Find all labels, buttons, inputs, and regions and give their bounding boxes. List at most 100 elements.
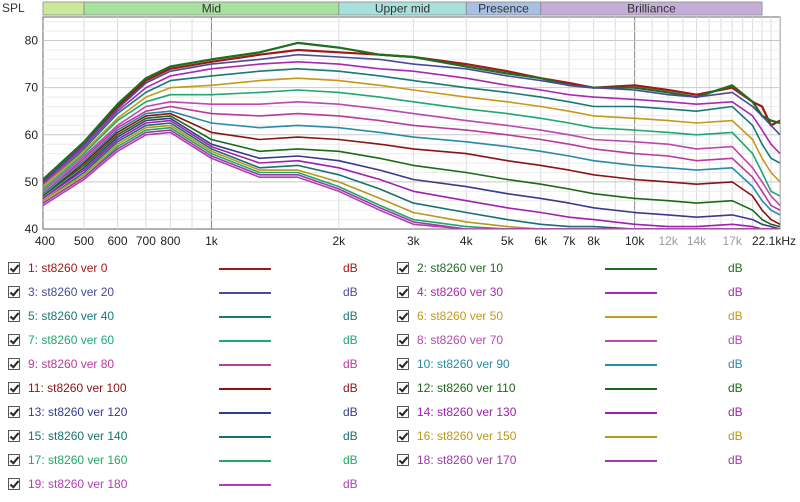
- legend-series-name: 16: st8260 ver 150: [417, 429, 517, 443]
- legend-line-swatch: [605, 388, 657, 390]
- series-visibility-checkbox[interactable]: [397, 262, 409, 274]
- series-line-11: [43, 112, 780, 226]
- legend-item: 18: st8260 ver 170 dB: [397, 450, 767, 472]
- x-tick-label: 400: [35, 234, 55, 248]
- legend-line-swatch: [605, 268, 657, 270]
- y-tick-labels: 40 50 60 70 80: [25, 34, 39, 236]
- x-tick-label: 500: [74, 234, 94, 248]
- series-line-12: [43, 115, 780, 228]
- legend-line-swatch: [219, 460, 271, 462]
- series-line-19: [43, 131, 780, 229]
- x-tick-label: 5k: [501, 234, 515, 248]
- band-label: Brilliance: [627, 2, 676, 16]
- series-lines: [43, 41, 780, 229]
- legend-item: 15: st8260 ver 140 dB: [8, 426, 378, 448]
- series-line-3: [43, 53, 780, 183]
- series-visibility-checkbox[interactable]: [8, 262, 20, 274]
- y-tick-label: 70: [25, 81, 39, 95]
- series-visibility-checkbox[interactable]: [397, 286, 409, 298]
- band-label: Presence: [478, 2, 529, 16]
- x-tick-label: 4k: [460, 234, 474, 248]
- legend-series-name: 19: st8260 ver 180: [28, 477, 128, 491]
- band-4: [540, 1, 763, 16]
- legend-unit: dB: [343, 285, 358, 299]
- legend-line-swatch: [219, 388, 271, 390]
- x-tick-label: 22.1kHz: [752, 234, 796, 248]
- legend-line-swatch: [219, 268, 271, 270]
- x-tick-labels: 400 500 600 700 800 1k 2k 3k 4k 5k 6k 7k 8k 10k 12k 14k…: [35, 234, 796, 248]
- legend-line-swatch: [605, 364, 657, 366]
- legend-line-swatch: [219, 292, 271, 294]
- series-visibility-checkbox[interactable]: [397, 334, 409, 346]
- series-visibility-checkbox[interactable]: [397, 454, 409, 466]
- legend-line-swatch: [605, 436, 657, 438]
- legend-line-swatch: [219, 436, 271, 438]
- legend-unit: dB: [728, 429, 743, 443]
- legend-line-swatch: [219, 316, 271, 318]
- series-visibility-checkbox[interactable]: [397, 358, 409, 370]
- x-tick-label: 600: [108, 234, 128, 248]
- legend-series-name: 14: st8260 ver 130: [417, 405, 517, 419]
- band-label: Upper mid: [375, 2, 430, 16]
- series-line-10: [43, 110, 780, 216]
- legend-line-swatch: [605, 340, 657, 342]
- series-line-6: [43, 77, 780, 188]
- series-visibility-checkbox[interactable]: [8, 454, 20, 466]
- y-axis-label: SPL: [2, 1, 25, 15]
- legend-unit: dB: [343, 357, 358, 371]
- legend-line-swatch: [219, 412, 271, 414]
- legend-unit: dB: [728, 261, 743, 275]
- series-line-2: [43, 41, 780, 181]
- legend-line-swatch: [605, 316, 657, 318]
- legend-unit: dB: [728, 405, 743, 419]
- series-line-7: [43, 89, 780, 197]
- legend-item: 14: st8260 ver 130 dB: [397, 402, 767, 424]
- frequency-response-chart: SPL Mid Upper mid Presence Brilliance 40 50 6…: [2, 1, 796, 248]
- legend-series-name: 13: st8260 ver 120: [28, 405, 128, 419]
- series-visibility-checkbox[interactable]: [8, 382, 20, 394]
- series-visibility-checkbox[interactable]: [397, 430, 409, 442]
- x-tick-label: 8k: [587, 234, 601, 248]
- series-visibility-checkbox[interactable]: [397, 310, 409, 322]
- legend-series-name: 9: st8260 ver 80: [28, 357, 115, 371]
- series-line-14: [43, 119, 780, 229]
- legend-series-name: 15: st8260 ver 140: [28, 429, 128, 443]
- series-visibility-checkbox[interactable]: [8, 358, 20, 370]
- y-tick-label: 40: [25, 222, 39, 236]
- y-tick-label: 60: [25, 128, 39, 142]
- series-visibility-checkbox[interactable]: [8, 406, 20, 418]
- series-line-17: [43, 126, 780, 229]
- series-visibility-checkbox[interactable]: [8, 334, 20, 346]
- legend-series-name: 1: st8260 ver 0: [28, 261, 108, 275]
- series-visibility-checkbox[interactable]: [8, 478, 20, 490]
- legend-item: 1: st8260 ver 0 dB: [8, 258, 378, 280]
- series-line-13: [43, 117, 780, 229]
- series-visibility-checkbox[interactable]: [8, 430, 20, 442]
- series-line-9: [43, 105, 780, 211]
- series-visibility-checkbox[interactable]: [8, 286, 20, 298]
- legend: 1: st8260 ver 0 dB 2: st8260 ver 10 dB 3: st…: [0, 258, 800, 502]
- x-tick-label: 700: [136, 234, 156, 248]
- series-visibility-checkbox[interactable]: [8, 310, 20, 322]
- legend-item: 10: st8260 ver 90 dB: [397, 354, 767, 376]
- series-visibility-checkbox[interactable]: [397, 382, 409, 394]
- legend-series-name: 7: st8260 ver 60: [28, 333, 115, 347]
- legend-unit: dB: [728, 285, 743, 299]
- x-tick-label: 2k: [332, 234, 346, 248]
- x-tick-label: 800: [160, 234, 180, 248]
- legend-unit: dB: [343, 381, 358, 395]
- legend-unit: dB: [343, 333, 358, 347]
- legend-series-name: 18: st8260 ver 170: [417, 453, 517, 467]
- series-line-4: [43, 60, 780, 185]
- x-tick-label: 7k: [563, 234, 577, 248]
- legend-unit: dB: [343, 453, 358, 467]
- series-visibility-checkbox[interactable]: [397, 406, 409, 418]
- legend-unit: dB: [343, 261, 358, 275]
- legend-item: 11: st8260 ver 100 dB: [8, 378, 378, 400]
- x-tick-label: 6k: [534, 234, 548, 248]
- legend-unit: dB: [728, 357, 743, 371]
- legend-item: 2: st8260 ver 10 dB: [397, 258, 767, 280]
- legend-line-swatch: [219, 364, 271, 366]
- legend-line-swatch: [605, 460, 657, 462]
- legend-unit: dB: [728, 309, 743, 323]
